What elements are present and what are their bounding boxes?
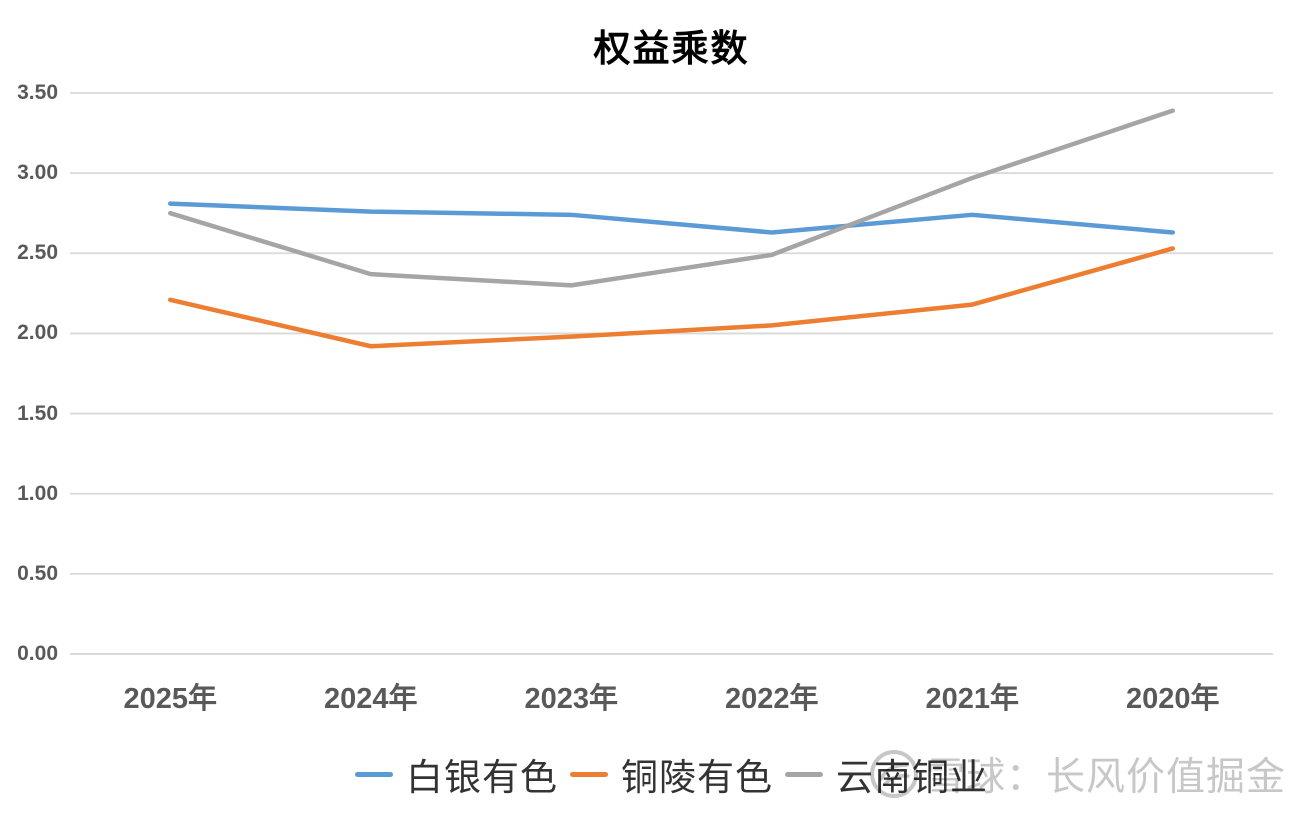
y-tick-label: 2.00 (17, 321, 58, 345)
legend-item-铜陵有色[interactable]: 铜陵有色 (570, 747, 773, 801)
y-tick-label: 1.50 (17, 401, 58, 425)
legend-label: 白银有色 (406, 756, 558, 799)
legend-line-swatch (785, 771, 823, 777)
chart-title: 权益乘数 (593, 26, 750, 70)
legend-label: 铜陵有色 (621, 756, 773, 799)
y-tick-label: 3.00 (17, 161, 58, 185)
legend-label: 云南铜业 (836, 756, 988, 799)
x-axis-label: 2022年 (724, 683, 819, 715)
x-axis-label: 2025年 (123, 683, 217, 715)
series-line-白银有色 (168, 201, 1175, 235)
legend-line-swatch (355, 771, 393, 777)
y-tick-label: 0.50 (17, 561, 58, 585)
y-tick-label: 3.50 (17, 81, 58, 104)
legend-item-云南铜业[interactable]: 云南铜业 (785, 747, 988, 801)
x-axis-label: 2020年 (1125, 683, 1220, 715)
legend: 白银有色 铜陵有色 云南铜业 (70, 747, 1273, 801)
y-tick-label: 0.00 (17, 642, 58, 665)
y-tick-label: 1.00 (17, 481, 58, 505)
series-line-云南铜业 (168, 108, 1175, 288)
x-axis-label: 2023年 (524, 683, 618, 715)
legend-line-swatch (570, 771, 608, 777)
y-tick-label: 2.50 (17, 241, 58, 265)
x-axis-label: 2024年 (323, 683, 418, 715)
x-axis-label: 2021年 (925, 683, 1019, 715)
series-line-铜陵有色 (168, 246, 1175, 349)
legend-item-白银有色[interactable]: 白银有色 (355, 747, 558, 801)
